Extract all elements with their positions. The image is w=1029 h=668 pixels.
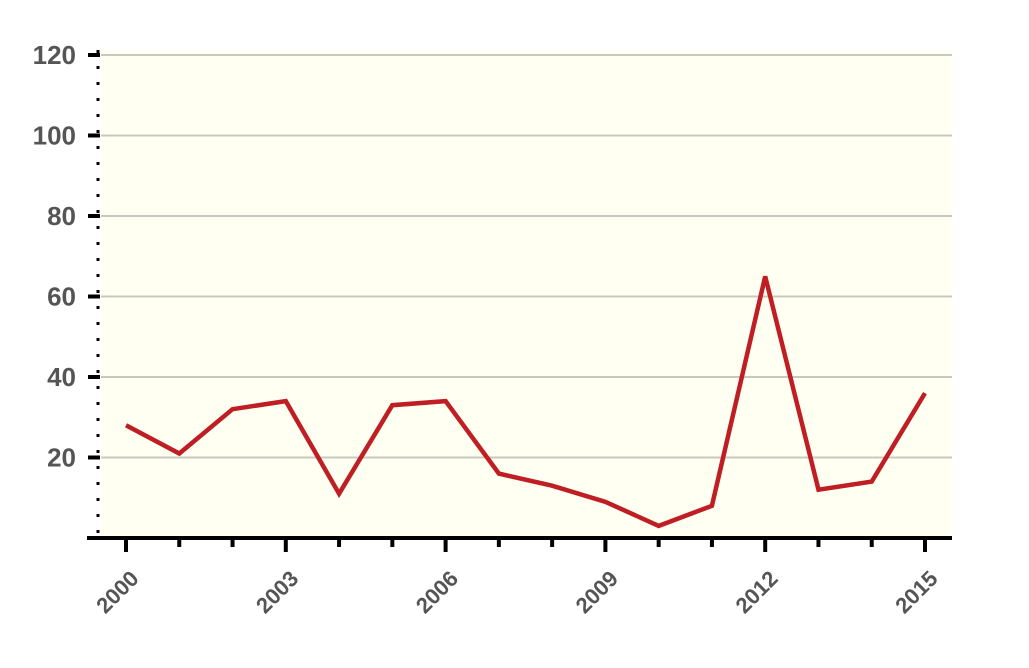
data-point-2010 (658, 525, 659, 526)
data-point-2007 (498, 473, 499, 474)
y-tick-label-60: 60 (47, 282, 76, 312)
data-point-2005 (392, 405, 393, 406)
data-point-2003 (285, 401, 286, 402)
y-tick-label-120: 120 (33, 40, 76, 70)
data-point-2008 (552, 485, 553, 486)
data-point-2001 (179, 453, 180, 454)
data-point-2004 (339, 493, 340, 494)
data-point-2000 (126, 425, 127, 426)
x-tick-label-2009: 2009 (571, 566, 623, 618)
x-tick-label-2003: 2003 (251, 566, 303, 618)
x-tick-label-2006: 2006 (411, 566, 463, 618)
x-tick-label-2000: 2000 (91, 566, 143, 618)
data-point-2012 (765, 276, 766, 277)
data-point-2009 (605, 501, 606, 502)
series-group (124, 275, 927, 529)
data-point-2006 (445, 401, 446, 402)
series-line-0 (124, 275, 927, 529)
data-point-2002 (232, 409, 233, 410)
x-tick-label-2012: 2012 (730, 566, 782, 618)
y-tick-label-100: 100 (33, 121, 76, 151)
axes (87, 50, 952, 552)
data-point-2011 (711, 505, 712, 506)
y-tick-label-80: 80 (47, 201, 76, 231)
x-tick-label-2015: 2015 (890, 566, 942, 618)
data-point-2015 (925, 393, 926, 394)
y-tick-label-40: 40 (47, 362, 76, 392)
data-point-2014 (871, 481, 872, 482)
data-point-2013 (818, 489, 819, 490)
plot-area (101, 50, 952, 537)
y-tick-label-20: 20 (47, 443, 76, 473)
